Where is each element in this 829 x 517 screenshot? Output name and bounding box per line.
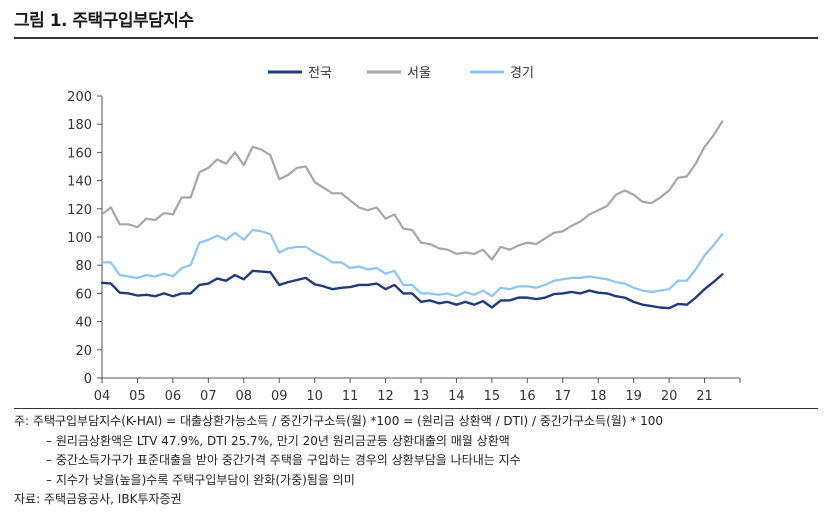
x-tick-label: 09 <box>271 389 288 404</box>
note-repayment: – 원리금상환액은 LTV 47.9%, DTI 25.7%, 만기 20년 원… <box>46 433 510 448</box>
y-tick-label: 160 <box>67 146 92 161</box>
y-axis: 0 20 40 60 80 100 120 140 160 180 200 <box>67 90 103 387</box>
x-tick-label: 20 <box>661 389 678 404</box>
note-interpretation: – 지수가 낮을(높을)수록 주택구입부담이 완화(가중)됨을 의미 <box>46 472 355 487</box>
legend-label: 서울 <box>407 66 431 81</box>
source-note: 자료: 주택금융공사, IBK투자증권 <box>14 492 182 506</box>
note-formula: 주: 주택구입부담지수(K-HAI) = 대출상환가능소득 / 중간가구소득(월… <box>14 414 664 428</box>
y-tick-label: 120 <box>67 203 92 218</box>
figure-title: 그림 1. 주택구입부담지수 <box>14 11 194 31</box>
x-tick-label: 04 <box>94 389 111 404</box>
x-tick-label: 06 <box>165 389 182 404</box>
x-tick-label: 17 <box>555 389 572 404</box>
x-tick-label: 10 <box>306 389 323 404</box>
series-line-2 <box>100 120 724 261</box>
y-tick-label: 100 <box>67 231 92 246</box>
chart-notes: 주: 주택구입부담지수(K-HAI) = 대출상환가능소득 / 중간가구소득(월… <box>14 412 663 510</box>
x-tick-label: 11 <box>342 389 359 404</box>
x-tick-label: 18 <box>590 389 607 404</box>
x-tick-label: 21 <box>696 389 713 404</box>
y-tick-label: 200 <box>67 90 92 105</box>
x-tick-label: 14 <box>448 389 465 404</box>
x-tick-label: 19 <box>625 389 642 404</box>
plot-lines <box>100 120 724 310</box>
chart-legend: 전국 서울 경기 <box>268 66 534 81</box>
title-rule <box>14 37 818 39</box>
x-tick-label: 13 <box>413 389 430 404</box>
x-tick-label: 16 <box>519 389 536 404</box>
x-axis: 04 05 06 07 08 09 10 11 12 13 14 15 16 17 18 19 20 21 <box>94 377 741 404</box>
y-tick-label: 40 <box>75 316 92 331</box>
y-tick-label: 80 <box>75 259 92 274</box>
x-tick-label: 15 <box>484 389 501 404</box>
y-tick-label: 140 <box>67 175 92 190</box>
y-tick-label: 20 <box>75 344 92 359</box>
x-tick-label: 08 <box>236 389 253 404</box>
x-tick-label: 05 <box>129 389 146 404</box>
y-tick-label: 180 <box>67 118 92 133</box>
series-line-3 <box>100 228 724 298</box>
series-line-1 <box>100 269 724 310</box>
legend-label: 경기 <box>510 66 534 81</box>
note-definition: – 중간소득가구가 표준대출을 받아 중간가격 주택을 구입하는 경우의 상환부… <box>46 453 521 467</box>
y-tick-label: 0 <box>84 372 92 387</box>
x-tick-label: 07 <box>200 389 217 404</box>
x-tick-label: 12 <box>377 389 394 404</box>
notes-rule <box>14 408 818 409</box>
y-tick-label: 60 <box>75 287 92 302</box>
legend-label: 전국 <box>308 66 332 81</box>
